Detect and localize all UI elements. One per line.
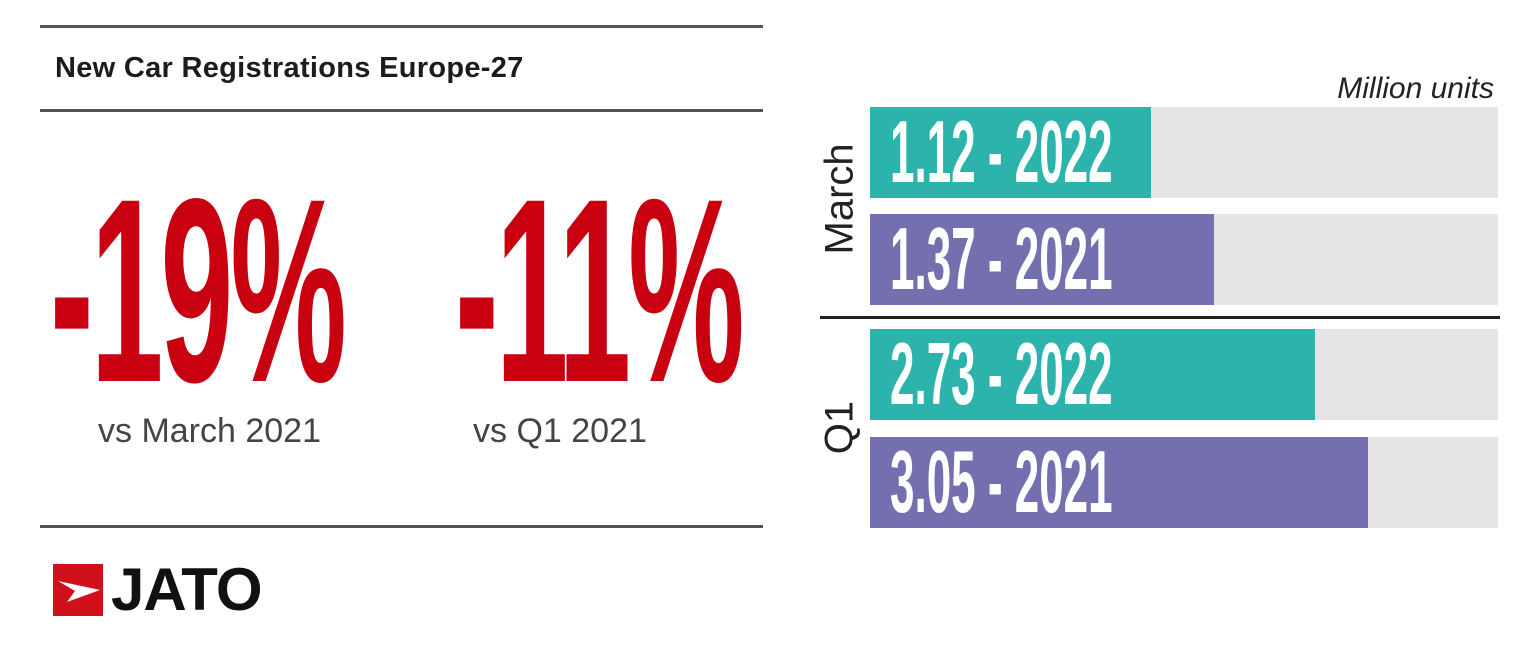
bar-label: 1.37 - 2021 <box>890 209 1113 308</box>
group-divider <box>820 316 1500 319</box>
stat-q1-label: vs Q1 2021 <box>473 412 647 450</box>
bar-label: 3.05 - 2021 <box>890 432 1113 531</box>
chart-title: New Car Registrations Europe-27 <box>55 52 524 84</box>
stat-march-label: vs March 2021 <box>98 412 321 450</box>
jato-logo: JATO <box>53 556 262 623</box>
bottom-rule <box>40 525 763 528</box>
bar-track: 2.73 - 2022 <box>870 324 1498 423</box>
bar-march-2021: 1.37 - 2021 <box>870 209 1215 308</box>
bar-march-2022: 1.12 - 2022 <box>870 102 1152 201</box>
bar-label: 2.73 - 2022 <box>890 324 1113 423</box>
top-rule <box>40 25 763 28</box>
title-rule <box>40 109 763 112</box>
unit-label: Million units <box>1337 72 1494 105</box>
stat-march-value: -19% <box>50 144 347 437</box>
group-label-march: March <box>817 143 862 255</box>
bar-track: 1.12 - 2022 <box>870 102 1498 201</box>
bar-label: 1.12 - 2022 <box>890 102 1113 201</box>
bar-track: 3.05 - 2021 <box>870 432 1498 531</box>
bar-q1-2022: 2.73 - 2022 <box>870 324 1316 423</box>
bar-track: 1.37 - 2021 <box>870 209 1498 308</box>
logo-arrow-icon <box>53 564 103 616</box>
group-label-q1: Q1 <box>817 400 862 454</box>
logo-text: JATO <box>111 556 262 623</box>
bar-q1-2021: 3.05 - 2021 <box>870 432 1368 531</box>
stat-q1-value: -11% <box>455 144 745 437</box>
